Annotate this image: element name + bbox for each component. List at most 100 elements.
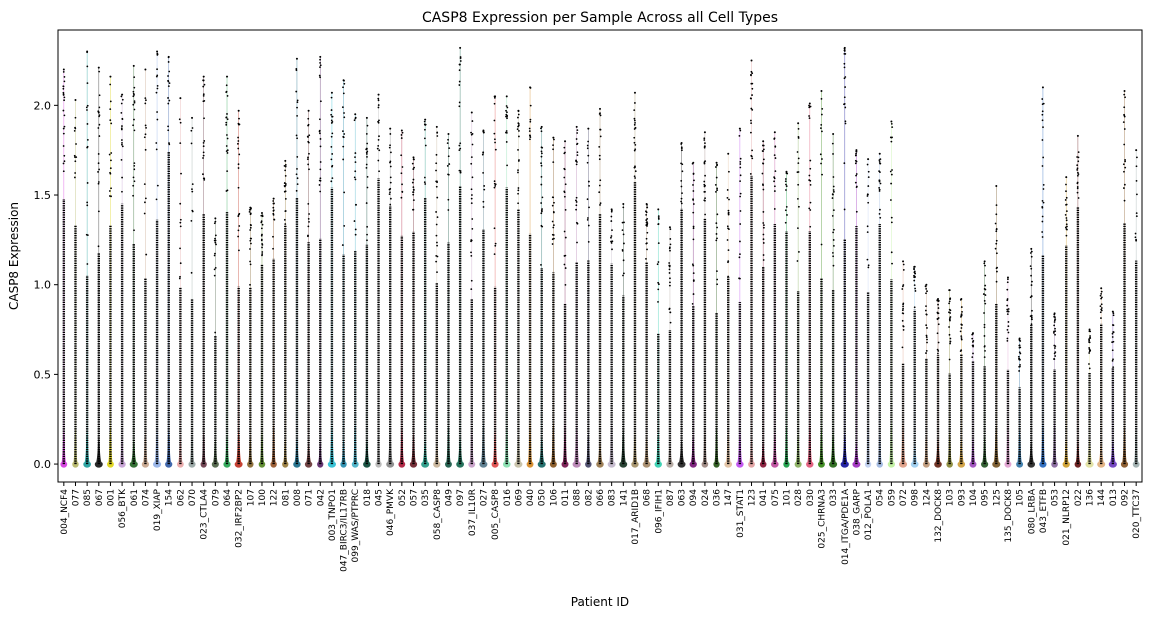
outlier-point [73,176,76,179]
outlier-point [703,162,706,165]
x-tick-label: 093 [957,489,967,506]
outlier-point [972,352,974,355]
outlier-point [552,148,554,151]
outlier-point [85,106,88,109]
outlier-point [681,192,683,195]
outlier-point [133,76,136,79]
outlier-point [751,94,753,96]
x-tick-label: 053 [1051,489,1061,506]
outlier-point [586,218,589,221]
outlier-point [936,332,939,335]
x-tick-label: 008 [293,489,303,506]
outlier-point [167,75,169,77]
outlier-point [411,181,414,184]
outlier-point [412,208,415,211]
outlier-point [738,277,740,280]
outlier-point [716,213,719,216]
outlier-point [716,283,719,286]
outlier-point [97,111,100,113]
outlier-point [319,161,322,163]
max-point [960,298,963,301]
violin-body [934,437,942,468]
outlier-point [657,218,660,220]
outlier-point [552,196,555,199]
outlier-point [739,210,742,212]
outlier-point [809,183,812,186]
violin-036 [713,161,720,468]
outlier-point [413,158,415,161]
outlier-point [576,142,579,145]
outlier-point [63,125,66,128]
outlier-point [109,171,111,174]
outlier-point [564,236,567,239]
outlier-point [739,166,742,169]
outlier-point [797,128,800,130]
max-point [517,109,520,112]
max-point [342,79,345,82]
x-tick-label: 095 [981,489,991,506]
outlier-point [925,287,928,290]
outlier-point [133,108,136,111]
outlier-point [250,224,252,227]
outlier-point [412,178,415,181]
outlier-point [785,183,787,186]
violin-147 [724,152,733,468]
outlier-point [821,130,823,133]
violin-047-birc3-il17rb [340,79,347,468]
violin-054 [876,152,883,468]
violin-body [876,432,883,468]
outlier-point [1018,370,1021,372]
outlier-point [296,168,298,170]
outlier-point [202,85,205,88]
outlier-point [296,101,299,104]
x-tick-label: 042 [316,489,326,506]
outlier-point [400,137,403,139]
outlier-point [552,144,554,147]
outlier-point [586,147,589,150]
x-tick-label: 101 [782,489,792,506]
violin-027 [479,129,488,468]
violin-045 [375,93,382,468]
x-tick-label: 047_BIRC3/IL17RB [340,489,350,572]
outlier-point [1112,358,1114,361]
outlier-point [1007,310,1010,313]
outlier-point [261,243,264,245]
outlier-point [330,135,333,138]
outlier-point [470,156,473,158]
x-tick-label: 035 [421,489,431,506]
outlier-point [1019,346,1022,349]
outlier-point [62,127,65,130]
outlier-point [540,209,543,212]
outlier-point [343,225,346,227]
outlier-point [470,197,473,200]
outlier-point [797,157,800,160]
outlier-point [1065,234,1068,237]
violin-082 [585,127,592,468]
violin-body [211,437,219,468]
outlier-point [133,180,136,183]
outlier-point [540,263,542,266]
outlier-point [144,124,147,127]
outlier-point [448,163,451,165]
outlier-point [225,145,228,147]
outlier-point [366,225,369,228]
outlier-point [937,352,939,355]
outlier-point [226,134,228,136]
x-tick-label: 005_CASP8 [491,489,501,540]
outlier-point [553,237,555,240]
outlier-point [330,158,333,161]
x-tick-label: 079 [211,489,221,506]
outlier-point [179,262,182,265]
outlier-point [808,104,810,107]
outlier-point [867,266,870,269]
outlier-point [1041,139,1044,141]
outlier-point [971,333,974,336]
outlier-point [261,254,263,257]
outlier-point [1134,232,1137,235]
outlier-point [191,183,194,186]
x-tick-label: 019_XIAP [153,488,163,531]
outlier-point [401,190,404,193]
y-tick-label: 2.0 [34,99,52,112]
outlier-point [86,82,89,85]
outlier-point [704,197,706,200]
